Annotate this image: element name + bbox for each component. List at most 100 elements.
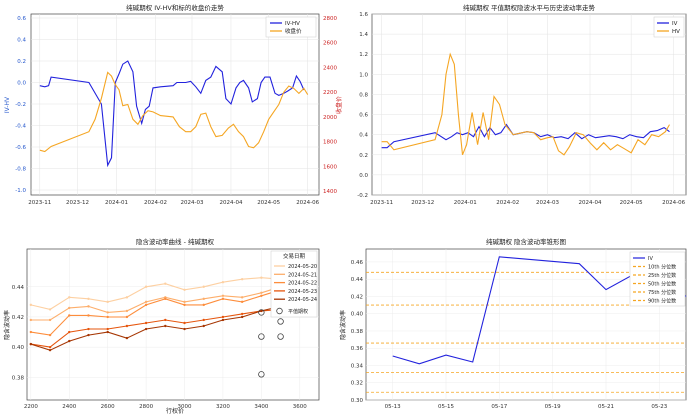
chart-3-point [48,333,52,337]
chart-1: 纯碱期权 IV-HV和标的收盘价走势 2023-11 2023-12 2024-01 2… [4,3,343,206]
chart-3-point [125,315,129,319]
chart-4-x-tick-label: 05-13 [385,404,401,410]
chart-3-point [125,336,129,340]
chart-1-y-tick-label: -0.8 [15,167,26,173]
chart-3-point [106,327,109,331]
chart-3-point [87,305,90,308]
chart-3-atm-marker [277,318,284,325]
chart-3-point [183,300,186,304]
chart-3-point [202,318,205,322]
chart-3-point [240,278,244,281]
chart-1-legend-label: 收盘价 [285,27,302,35]
chart-3-point [29,303,33,307]
chart-2-x-tick-label: 2024-06 [662,200,685,206]
chart-4-y-tick-label: 0.44 [351,277,364,283]
chart-4-legend-label: 75th 分位数 [648,289,676,296]
chart-1-y2-tick-label: 2000 [323,115,337,121]
chart-3-point [144,300,148,304]
chart-3-legend-label: 2024-05-21 [288,272,317,278]
chart-1-x-tick-label: 2024-05 [257,200,280,206]
chart-3-legend-label: 2024-05-20 [288,264,317,270]
chart-3-y-tick-label: 0.38 [12,375,25,381]
chart-3-point [221,297,225,301]
chart-2-y-tick-label: 0.8 [359,92,368,98]
chart-3-point [202,297,205,301]
chart-3-point [87,333,90,337]
chart-1-series-close-price [39,71,309,153]
chart-3-atm-marker [258,371,265,378]
chart-3-point [240,296,244,299]
chart-1-x-tick-label: 2024-02 [144,200,167,206]
chart-3-point [144,321,148,325]
chart-2-x-tick-label: 2024-05 [620,200,643,206]
chart-3-legend-label: 2024-05-22 [288,281,317,287]
chart-3-point [48,345,52,349]
chart-4-y-tick-label: 0.40 [351,312,364,318]
chart-3-point [221,294,225,298]
chart-4-legend-box [629,251,686,307]
chart-3-point [48,348,52,352]
chart-4-legend-label: 10th 分位数 [648,264,676,271]
chart-3-point [106,300,109,304]
chart-4-y-tick-label: 0.32 [351,381,363,387]
chart-1-x-tick-label: 2024-06 [296,200,319,206]
chart-1-legend-label: IV-HV [285,21,300,27]
chart-3-point [106,330,109,334]
chart-3-legend: 交易日期 2024-05-20 2024-05-21 2024-05-22 2024-0… [270,250,318,318]
chart-4-y-tick-label: 0.42 [351,294,363,300]
chart-3-point [240,315,244,319]
chart-1-x-tick-label: 2024-01 [105,200,128,206]
chart-3-point [125,296,129,299]
chart-1-ylabel: IV-HV [4,96,11,113]
chart-3-y-tick-label: 0.44 [12,285,25,291]
chart-2-y-tick-label: 0.4 [359,133,368,139]
chart-4-y-tick-label: 0.46 [351,260,364,266]
chart-1-y-tick-label: -0.6 [15,145,26,151]
chart-3-point [144,327,148,331]
chart-2-x-tick-label: 2024-01 [454,200,477,206]
chart-4-ylabel: 隐含波动率 [339,310,347,340]
chart-1-y2-tick-label: 2600 [323,41,337,47]
chart-1-y-tick-label: -1.0 [15,188,26,194]
chart-4-x-tick-label: 05-21 [598,404,614,410]
chart-2-y-tick-label: 1.4 [359,32,368,38]
chart-3-point [29,330,33,334]
chart-3-point [68,296,71,299]
chart-1-y2-tick-label: 1800 [323,140,337,146]
chart-1-legend-box [265,16,317,38]
chart-3-point [202,303,205,307]
chart-1-y2-tick-label: 2800 [323,16,337,22]
chart-4-legend-label: IV [648,256,653,262]
chart-1-x-tick-label: 2024-04 [219,200,242,206]
chart-3-point [87,327,90,331]
chart-4-title: 纯碱期权 隐含波动率锥形图 [486,237,566,246]
chart-2-y-tick-label: -0.2 [357,193,368,199]
chart-3-point [164,324,167,328]
chart-4-legend-label: 25th 分位数 [648,272,676,279]
chart-3-atm-marker [258,309,265,316]
chart-2-x-tick-label: 2023-11 [370,200,393,206]
chart-2-legend-label: HV [672,29,680,35]
chart-2-y-tick-label: 0.6 [359,113,368,119]
chart-1-y2label: 收盘价 [335,96,343,114]
chart-3-atm-marker [277,333,284,340]
chart-3-point [125,324,129,328]
chart-3-point [68,339,71,343]
chart-3-ylabel: 隐含波动率 [3,310,11,340]
chart-1-x-tick-label: 2024-03 [180,200,203,206]
chart-2-legend-label: IV [672,21,678,27]
chart-2-plot-frame [371,13,687,196]
chart-4-x-tick-label: 05-15 [438,404,454,410]
chart-2-x-tick-label: 2024-04 [579,200,602,206]
chart-3-point [106,315,109,319]
chart-3-point [240,312,244,316]
chart-4-y-tick-label: 0.30 [351,398,364,404]
chart-3-point [48,318,52,322]
chart-3-point [164,282,167,285]
chart-1-x-tick-label: 2023-11 [28,200,51,206]
chart-3-point [202,285,205,288]
